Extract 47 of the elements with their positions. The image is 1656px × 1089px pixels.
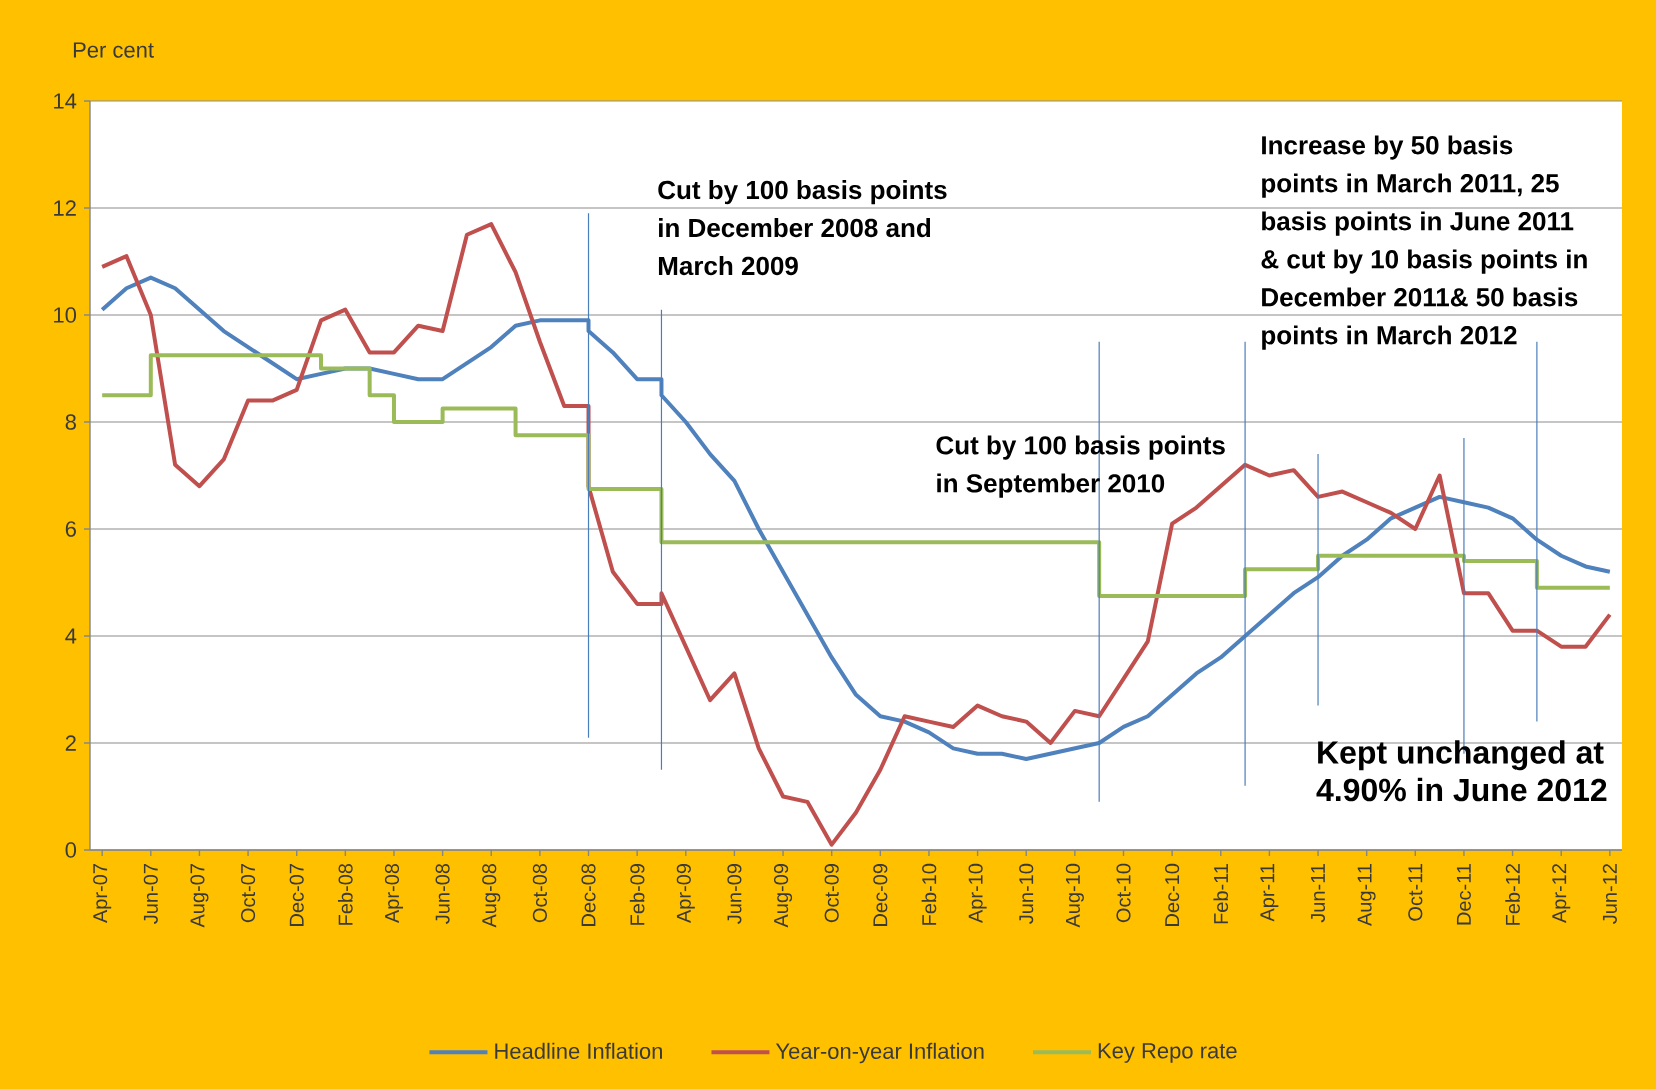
x-tick-label: Dec-07: [289, 864, 304, 926]
y-tick-label: 0: [65, 842, 77, 858]
x-tick-label: Apr-07: [93, 864, 112, 924]
x-tick-label: Dec-10: [1165, 863, 1180, 926]
y-tick-label: 6: [65, 521, 76, 537]
x-tick-label: Feb-09: [629, 864, 645, 925]
x-tick-label: Aug-11: [1357, 864, 1376, 927]
x-tick-label: Jun-09: [727, 864, 742, 924]
legend-label: Headline Inflation: [495, 1042, 662, 1059]
annotation: Cut by 100 basis points in December 2008 and March 2009: [658, 180, 947, 276]
x-tick-label: Jun-10: [1019, 863, 1034, 924]
legend-label: Year-on-year Inflation: [775, 1042, 984, 1064]
x-tick-label: Apr-09: [676, 864, 695, 924]
x-tick-label: Jun-11: [1311, 864, 1325, 923]
y-tick-label: 12: [54, 200, 76, 216]
x-tick-label: Oct-08: [532, 863, 547, 923]
x-tick-label: Apr-08: [384, 863, 404, 924]
x-tick-label: Jun-12: [1602, 864, 1617, 924]
x-tick-label: Aug-09: [774, 864, 793, 928]
x-tick-label: Jun-08: [435, 863, 450, 924]
y-axis-title: Per cent: [73, 42, 154, 58]
x-tick-label: Feb-11: [1213, 864, 1229, 924]
x-tick-label: Oct-11: [1408, 864, 1423, 921]
y-tick-label: 8: [65, 414, 76, 430]
x-tick-label: Apr-10: [968, 863, 987, 924]
x-tick-label: Oct-10: [1116, 863, 1131, 923]
x-tick-label: Feb-10: [921, 863, 937, 925]
x-tick-label: Oct-07: [240, 864, 256, 923]
x-tick-label: Feb-12: [1505, 864, 1520, 925]
y-tick-label: 2: [65, 735, 76, 751]
annotation: Increase by 50 basis points in March 2011, 25 basis points in June 2011 & cut by 10 basis points in December 2011& 50 basis points in March 2012: [1261, 135, 1587, 350]
y-tick-label: 10: [54, 307, 77, 323]
annotation: Kept unchanged at 4.90% in June 2012: [1316, 740, 1607, 802]
x-tick-label: Aug-07: [190, 864, 209, 928]
x-tick-label: Oct-09: [824, 863, 839, 923]
x-tick-label: Dec-11: [1456, 864, 1471, 925]
legend-label: Key Repo rate: [1098, 1043, 1237, 1063]
y-tick-label: 14: [54, 93, 77, 109]
x-tick-label: Jun-07: [143, 864, 158, 924]
x-tick-label: Apr-12: [1552, 864, 1571, 924]
x-tick-label: Aug-08: [482, 863, 501, 928]
x-tick-label: Apr-11: [1260, 864, 1279, 922]
x-tick-label: Dec-08: [581, 863, 596, 926]
y-tick-label: 4: [65, 628, 77, 644]
x-tick-label: Aug-10: [1065, 863, 1084, 928]
x-tick-label: Feb-08: [337, 863, 353, 925]
x-tick-label: Dec-09: [873, 864, 888, 926]
